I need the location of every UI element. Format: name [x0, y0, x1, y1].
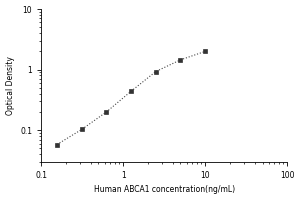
X-axis label: Human ABCA1 concentration(ng/mL): Human ABCA1 concentration(ng/mL) [94, 185, 235, 194]
Y-axis label: Optical Density: Optical Density [6, 56, 15, 115]
